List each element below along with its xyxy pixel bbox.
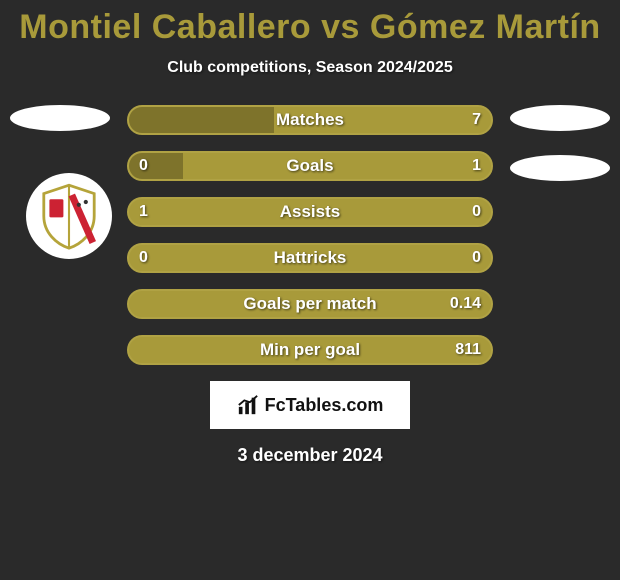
stat-label: Min per goal [129,337,491,363]
shield-icon [34,181,104,251]
date-label: 3 december 2024 [0,445,620,466]
stat-rows: 7Matches 01Goals 10Assists 00Hattricks 0.14G… [127,105,493,365]
stat-label: Goals per match [129,291,491,317]
stat-label: Matches [129,107,491,133]
player-right-placeholder-2 [510,155,610,181]
stat-label: Goals [129,153,491,179]
page-title: Montiel Caballero vs Gómez Martín [0,0,620,47]
stat-row: 01Goals [127,151,493,181]
stat-row: 811Min per goal [127,335,493,365]
player-left-placeholder [10,105,110,131]
stat-row: 10Assists [127,197,493,227]
stat-label: Assists [129,199,491,225]
chart-icon [237,394,259,416]
stat-row: 0.14Goals per match [127,289,493,319]
club-logo-left [26,173,112,259]
comparison-panel: 7Matches 01Goals 10Assists 00Hattricks 0.14G… [0,105,620,466]
page-subtitle: Club competitions, Season 2024/2025 [0,59,620,77]
stat-row: 7Matches [127,105,493,135]
stat-label: Hattricks [129,245,491,271]
stat-row: 00Hattricks [127,243,493,273]
brand-label: FcTables.com [265,395,384,416]
player-right-placeholder [510,105,610,131]
brand-badge: FcTables.com [210,381,410,429]
